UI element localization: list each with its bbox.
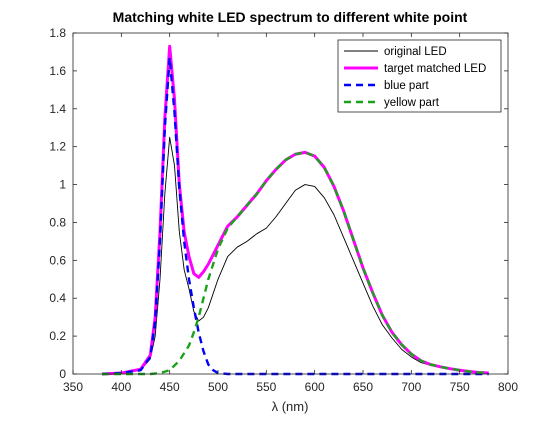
x-tick-label: 750 [450, 380, 470, 394]
legend-label-1: original LED [384, 46, 447, 58]
y-tick-label: 0.2 [49, 329, 66, 343]
x-tick-label: 650 [353, 380, 373, 394]
chart-title: Matching white LED spectrum to different… [113, 9, 468, 25]
x-axis: 350 400 450 500 550 600 650 700 750 800 [63, 33, 518, 394]
y-tick-label: 1.4 [49, 102, 66, 116]
x-tick-label: 350 [63, 380, 83, 394]
x-tick-label: 400 [111, 380, 131, 394]
series-line-1 [101, 136, 489, 375]
x-tick-label: 600 [305, 380, 325, 394]
legend-label-2: target matched LED [384, 63, 486, 75]
legend-label-3: blue part [384, 80, 430, 92]
x-axis-label: λ (nm) [272, 399, 309, 414]
legend-label-4: yellow part [384, 97, 440, 109]
y-tick-label: 0.4 [49, 291, 66, 305]
y-tick-label: 0 [59, 367, 66, 381]
legend-box [337, 39, 502, 113]
y-tick-label: 1.6 [49, 64, 66, 78]
plot-area-frame [72, 32, 509, 375]
x-tick-label: 450 [160, 380, 180, 394]
y-tick-label: 1.8 [49, 26, 66, 40]
y-tick-label: 1 [59, 178, 66, 192]
y-tick-label: 0.6 [49, 253, 66, 267]
x-tick-label: 550 [256, 380, 276, 394]
y-tick-label: 1.2 [49, 140, 66, 154]
legend: original LED target matched LED blue part y… [337, 39, 502, 113]
y-tick-label: 0.8 [49, 215, 66, 229]
x-tick-label: 500 [208, 380, 228, 394]
y-axis: 0 0.2 0.4 0.6 0.8 1 1.2 1.4 1.6 1.8 [49, 26, 508, 381]
x-tick-label: 700 [401, 380, 421, 394]
x-tick-label: 800 [498, 380, 518, 394]
